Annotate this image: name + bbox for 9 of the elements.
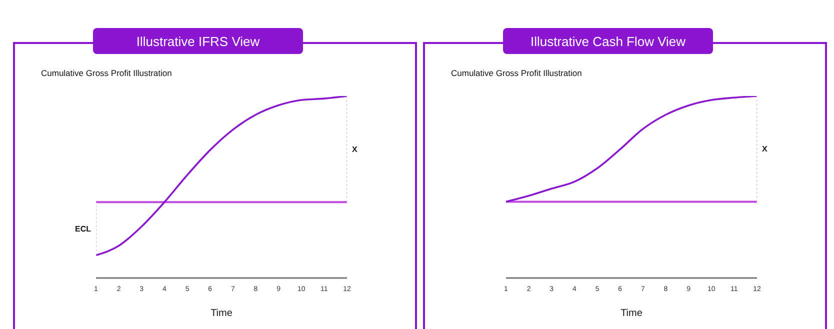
series-label: X [352,144,358,154]
series-label: ECL [75,224,92,234]
x-axis-title: Time [210,308,233,319]
chart-title: Illustrative Cash Flow View [503,28,713,54]
series-label: X [762,144,768,154]
x-axis-title: Time [620,308,643,319]
chart-title: Illustrative IFRS View [93,28,303,54]
chart-subtitle: Cumulative Gross Profit Illustration [451,68,582,78]
chart-subtitle: Cumulative Gross Profit Illustration [41,68,172,78]
